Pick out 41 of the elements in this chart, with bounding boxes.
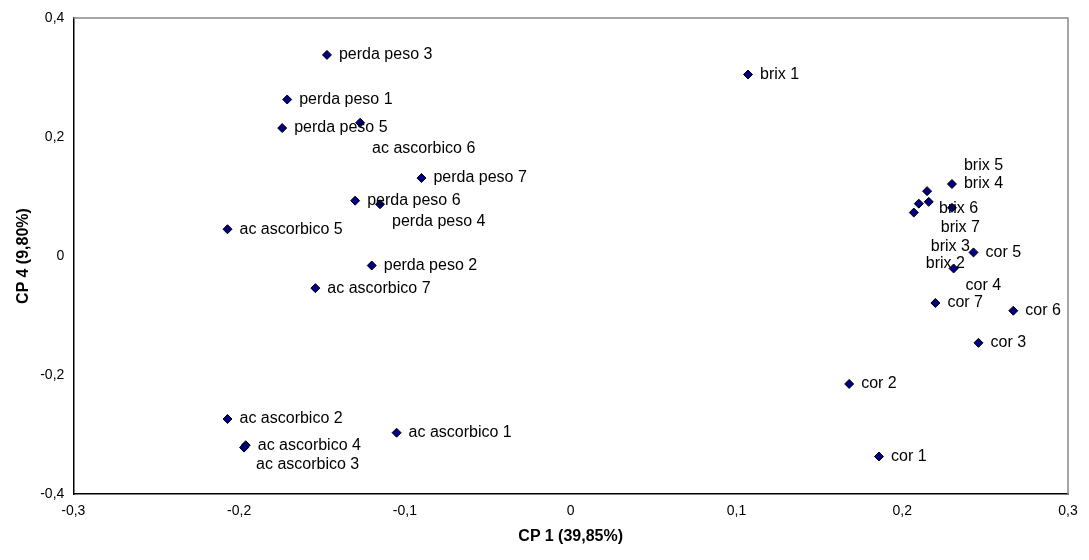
annotation: cor 5 (985, 242, 1022, 260)
y-tick-label: 0,2 (44, 127, 65, 144)
x-tick-label: 0 (566, 502, 575, 519)
annotation: perda peso 6 (367, 191, 461, 209)
x-tick-label: -0,3 (61, 502, 86, 519)
y-axis-title: CP 4 (9,80%) (14, 208, 32, 304)
x-tick-label: 0,1 (726, 502, 747, 519)
annotation: perda peso 1 (299, 89, 393, 107)
annotation: cor 1 (891, 446, 927, 464)
annotation: perda peso 7 (433, 168, 527, 186)
annotation: ac ascorbico 7 (327, 278, 431, 296)
y-tick-label: 0,4 (44, 8, 65, 25)
y-tick-label: -0,2 (40, 365, 65, 382)
annotation: ac ascorbico 3 (256, 455, 360, 472)
y-tick-label: 0 (56, 246, 65, 263)
annotation: cor 2 (861, 374, 897, 392)
x-tick-label: 0,2 (892, 502, 913, 519)
annotation: ac ascorbico 1 (408, 423, 512, 441)
annotation: perda peso 2 (383, 255, 478, 273)
annotation: brix 7 (940, 217, 980, 235)
annotation: brix 3 (930, 236, 971, 254)
annotation: ac ascorbico 2 (239, 409, 343, 427)
annotation: cor 4 (965, 275, 1002, 293)
annotation: brix 4 (963, 174, 1004, 192)
x-tick-label: -0,1 (392, 502, 418, 519)
annotation: perda peso 3 (338, 45, 433, 63)
annotation: perda peso 5 (294, 118, 388, 136)
annotation: brix 2 (925, 253, 966, 271)
x-tick-label: 0,3 (1058, 502, 1078, 519)
annotation: cor 3 (990, 333, 1027, 351)
annotation: cor 6 (1025, 301, 1061, 319)
annotation: cor 7 (947, 293, 984, 311)
annotation: brix 1 (760, 64, 800, 82)
annotation: ac ascorbico 5 (239, 219, 343, 237)
x-tick-label: -0,2 (227, 502, 252, 519)
annotation: ac ascorbico 4 (257, 435, 361, 453)
annotation: perda peso 4 (392, 211, 486, 229)
annotation: brix 5 (963, 155, 1004, 173)
x-axis-title: CP 1 (39,85%) (518, 526, 623, 544)
y-tick-label: -0,4 (40, 484, 65, 501)
annotation: ac ascorbico 6 (372, 138, 476, 156)
